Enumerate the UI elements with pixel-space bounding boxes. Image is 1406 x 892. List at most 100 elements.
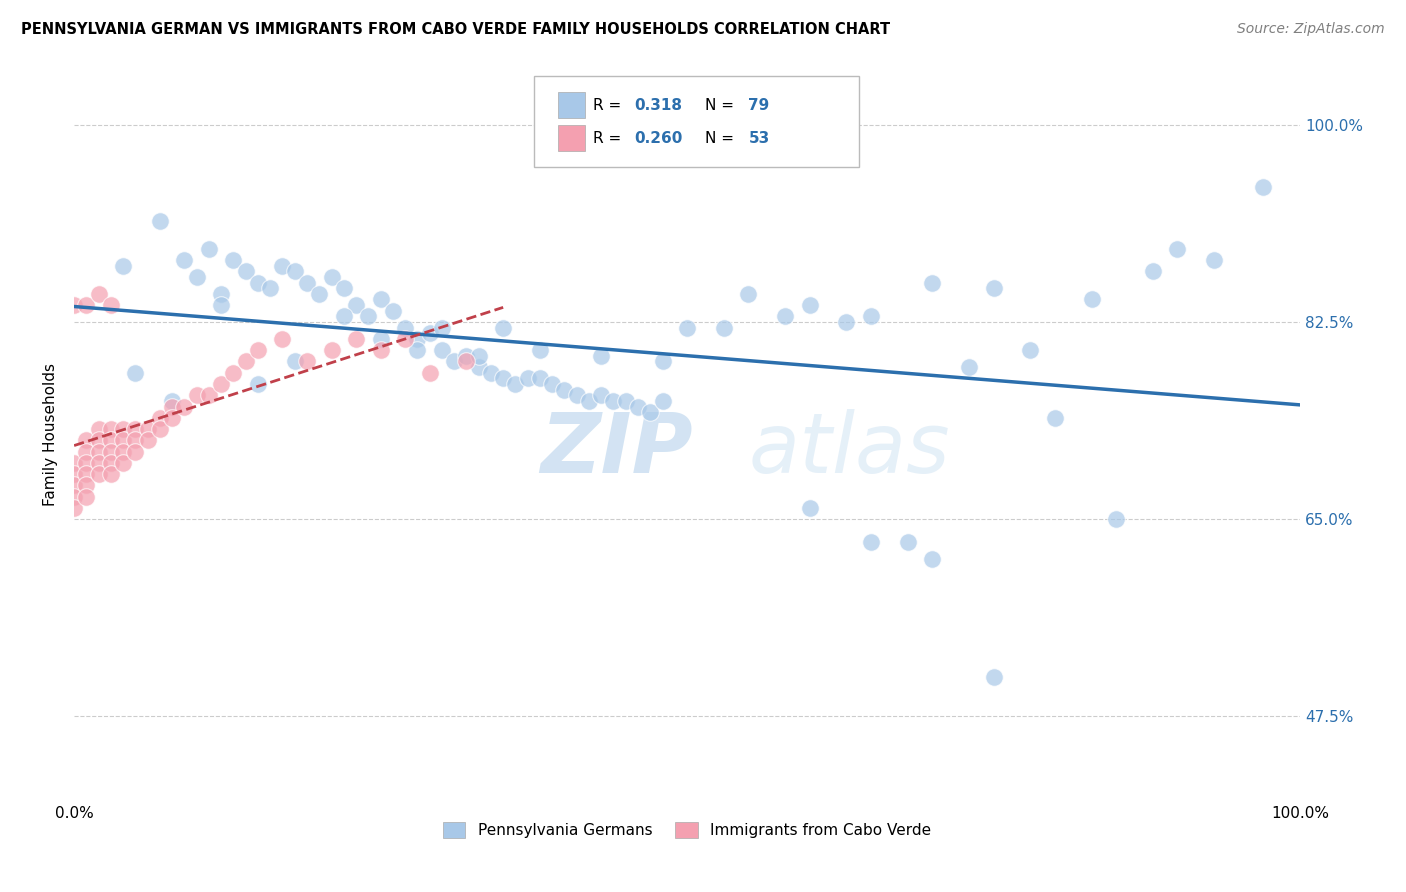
Point <box>124 434 146 448</box>
Point <box>222 366 245 380</box>
Point <box>100 467 122 482</box>
Point <box>443 354 465 368</box>
Point <box>209 286 232 301</box>
Text: PENNSYLVANIA GERMAN VS IMMIGRANTS FROM CABO VERDE FAMILY HOUSEHOLDS CORRELATION : PENNSYLVANIA GERMAN VS IMMIGRANTS FROM C… <box>21 22 890 37</box>
Text: N =: N = <box>706 97 740 112</box>
Point <box>100 422 122 436</box>
Point <box>63 467 86 482</box>
Point <box>370 293 392 307</box>
Point <box>186 388 208 402</box>
Point <box>565 388 588 402</box>
Point <box>259 281 281 295</box>
Point <box>529 371 551 385</box>
Point <box>173 253 195 268</box>
Point <box>112 422 135 436</box>
Text: R =: R = <box>593 130 626 145</box>
Point <box>333 281 356 295</box>
Point <box>149 422 172 436</box>
Point <box>1251 179 1274 194</box>
Point <box>591 349 613 363</box>
Point <box>773 310 796 324</box>
Point <box>295 276 318 290</box>
Point <box>63 490 86 504</box>
Point <box>640 405 662 419</box>
Point <box>75 444 97 458</box>
Point <box>87 286 110 301</box>
Point <box>75 478 97 492</box>
Point <box>406 332 429 346</box>
Point <box>75 434 97 448</box>
Point <box>553 383 575 397</box>
Point <box>235 264 257 278</box>
Point <box>799 500 821 515</box>
Point <box>344 332 367 346</box>
Point <box>87 422 110 436</box>
Point <box>75 456 97 470</box>
Point <box>149 213 172 227</box>
Point <box>63 500 86 515</box>
Point <box>370 332 392 346</box>
Point <box>63 478 86 492</box>
Point <box>124 366 146 380</box>
Point <box>467 360 489 375</box>
Point <box>651 354 673 368</box>
Point <box>479 366 502 380</box>
Y-axis label: Family Households: Family Households <box>44 363 58 506</box>
Point <box>112 434 135 448</box>
Text: ZIP: ZIP <box>540 409 693 490</box>
Point <box>370 343 392 358</box>
Point <box>357 310 380 324</box>
Point <box>173 400 195 414</box>
Text: N =: N = <box>706 130 740 145</box>
Point <box>100 444 122 458</box>
Point <box>271 332 294 346</box>
Point <box>456 349 478 363</box>
Point <box>124 422 146 436</box>
Point <box>124 444 146 458</box>
Point <box>591 388 613 402</box>
Point <box>492 371 515 385</box>
Point <box>627 400 650 414</box>
Point <box>983 281 1005 295</box>
Point <box>799 298 821 312</box>
Point <box>344 298 367 312</box>
FancyBboxPatch shape <box>534 76 859 168</box>
Point <box>676 320 699 334</box>
Point <box>394 332 416 346</box>
Text: 0.260: 0.260 <box>634 130 683 145</box>
Point <box>87 456 110 470</box>
Point <box>430 320 453 334</box>
Point <box>75 490 97 504</box>
Point <box>271 259 294 273</box>
Legend: Pennsylvania Germans, Immigrants from Cabo Verde: Pennsylvania Germans, Immigrants from Ca… <box>436 816 938 845</box>
Bar <box>558 125 585 152</box>
Point <box>529 343 551 358</box>
Point <box>430 343 453 358</box>
Point <box>100 298 122 312</box>
Point <box>321 269 343 284</box>
Point <box>737 286 759 301</box>
Point <box>112 444 135 458</box>
Point <box>983 670 1005 684</box>
Point <box>614 393 637 408</box>
Point <box>160 410 183 425</box>
Point <box>921 551 943 566</box>
Point <box>1043 410 1066 425</box>
Point <box>209 376 232 391</box>
Point <box>246 343 269 358</box>
Point <box>222 253 245 268</box>
Point <box>467 349 489 363</box>
Point <box>419 366 441 380</box>
Point <box>87 434 110 448</box>
Point <box>160 393 183 408</box>
Text: R =: R = <box>593 97 626 112</box>
Point <box>75 298 97 312</box>
Point <box>246 276 269 290</box>
Point <box>1080 293 1102 307</box>
Point <box>136 434 159 448</box>
Point <box>1204 253 1226 268</box>
Point <box>492 320 515 334</box>
Point <box>235 354 257 368</box>
Point <box>198 242 221 256</box>
Point <box>381 303 404 318</box>
